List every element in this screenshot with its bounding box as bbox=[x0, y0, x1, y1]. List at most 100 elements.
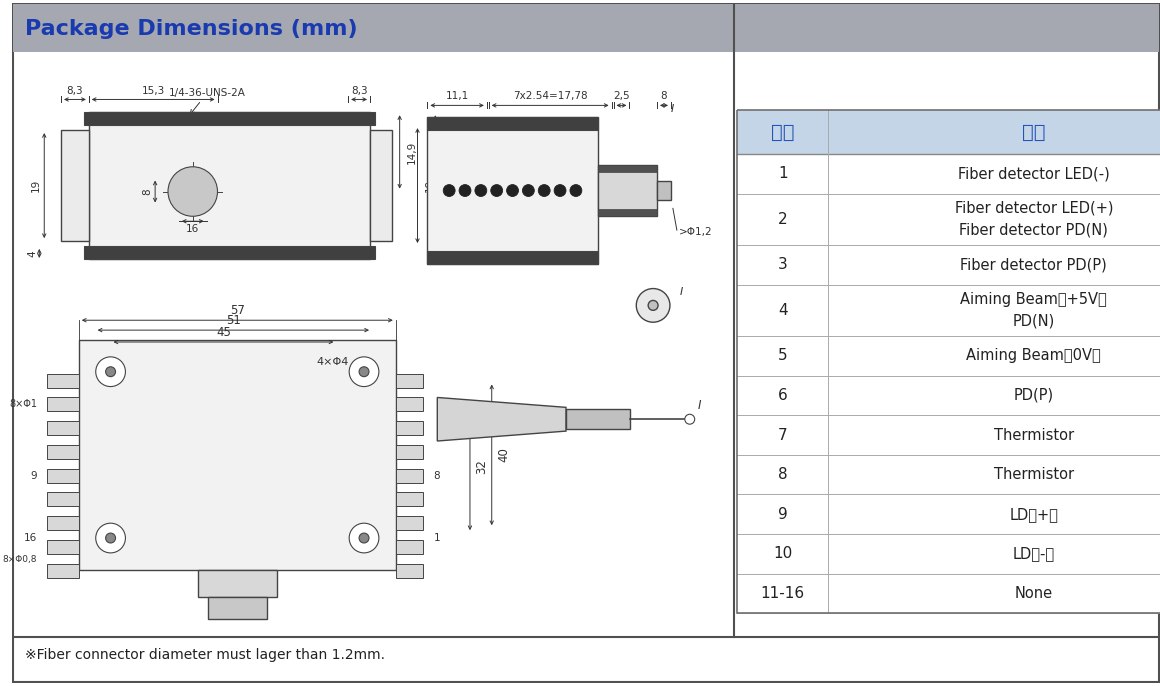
Text: 1: 1 bbox=[434, 533, 440, 543]
Bar bbox=[738, 336, 1160, 376]
Circle shape bbox=[538, 185, 550, 196]
Text: None: None bbox=[1015, 586, 1053, 601]
Text: I: I bbox=[680, 287, 682, 296]
Bar bbox=[597, 165, 657, 216]
Circle shape bbox=[637, 289, 670, 322]
Bar bbox=[89, 113, 370, 259]
Circle shape bbox=[106, 367, 116, 377]
Text: I: I bbox=[698, 399, 702, 412]
Bar bbox=[84, 113, 375, 126]
Bar bbox=[738, 110, 1160, 613]
Text: 4×Φ4: 4×Φ4 bbox=[317, 357, 349, 367]
Text: LD（+）: LD（+） bbox=[1009, 507, 1058, 522]
Text: 8,3: 8,3 bbox=[66, 86, 84, 95]
Text: 8: 8 bbox=[143, 188, 152, 195]
Text: 22,1: 22,1 bbox=[442, 174, 452, 197]
Text: 19: 19 bbox=[30, 179, 41, 192]
Bar bbox=[48, 564, 79, 578]
Text: ※Fiber connector diameter must lager than 1.2mm.: ※Fiber connector diameter must lager tha… bbox=[26, 648, 385, 662]
Bar bbox=[48, 493, 79, 506]
Bar bbox=[738, 495, 1160, 534]
Text: Aiming Beam（+5V）: Aiming Beam（+5V） bbox=[960, 292, 1107, 307]
Bar bbox=[396, 564, 423, 578]
Bar bbox=[396, 374, 423, 388]
Bar bbox=[597, 165, 657, 172]
Text: 14,9: 14,9 bbox=[406, 141, 416, 163]
Text: Fiber detector LED(+): Fiber detector LED(+) bbox=[955, 201, 1114, 216]
Circle shape bbox=[554, 185, 566, 196]
Text: Fiber detector LED(-): Fiber detector LED(-) bbox=[958, 166, 1110, 181]
Text: Aiming Beam（0V）: Aiming Beam（0V） bbox=[966, 348, 1101, 364]
Text: 11,1: 11,1 bbox=[445, 91, 469, 102]
Bar bbox=[427, 251, 597, 264]
Text: 8: 8 bbox=[661, 91, 667, 102]
Bar bbox=[48, 445, 79, 459]
Text: PD(P): PD(P) bbox=[1014, 388, 1053, 403]
Circle shape bbox=[459, 185, 471, 196]
Circle shape bbox=[349, 523, 379, 553]
Text: 7: 7 bbox=[778, 427, 788, 442]
Bar bbox=[738, 415, 1160, 455]
Text: 功能: 功能 bbox=[1022, 123, 1045, 141]
Text: 51: 51 bbox=[226, 314, 241, 327]
Text: LD（-）: LD（-） bbox=[1013, 546, 1054, 561]
Bar bbox=[738, 534, 1160, 573]
Bar bbox=[396, 469, 423, 482]
Text: 7x2.54=17,78: 7x2.54=17,78 bbox=[513, 91, 587, 102]
Text: Package Dimensions (mm): Package Dimensions (mm) bbox=[26, 19, 358, 39]
Text: 10: 10 bbox=[774, 546, 792, 561]
Circle shape bbox=[360, 367, 369, 377]
Text: 2,5: 2,5 bbox=[614, 91, 630, 102]
Bar bbox=[396, 493, 423, 506]
Text: 8×Φ1: 8×Φ1 bbox=[9, 399, 37, 410]
Text: 6: 6 bbox=[778, 388, 788, 403]
Text: 57: 57 bbox=[230, 304, 245, 317]
Text: 4: 4 bbox=[28, 250, 37, 257]
Bar bbox=[738, 110, 1160, 154]
Text: 19: 19 bbox=[425, 179, 434, 192]
Bar bbox=[738, 193, 1160, 245]
Circle shape bbox=[474, 185, 487, 196]
Bar bbox=[48, 469, 79, 482]
Text: >Φ1,2: >Φ1,2 bbox=[679, 227, 712, 237]
Circle shape bbox=[648, 300, 658, 310]
Circle shape bbox=[491, 185, 502, 196]
Text: 8,3: 8,3 bbox=[350, 86, 368, 95]
Bar bbox=[396, 421, 423, 435]
Circle shape bbox=[522, 185, 535, 196]
Circle shape bbox=[443, 185, 455, 196]
Text: 16: 16 bbox=[24, 533, 37, 543]
Text: 3: 3 bbox=[778, 257, 788, 272]
Circle shape bbox=[168, 167, 218, 216]
Bar bbox=[396, 397, 423, 412]
Text: 1/4-36-UNS-2A: 1/4-36-UNS-2A bbox=[169, 88, 246, 115]
Bar bbox=[738, 455, 1160, 495]
Text: Fiber detector PD(N): Fiber detector PD(N) bbox=[959, 223, 1108, 237]
Text: 2: 2 bbox=[778, 212, 788, 227]
Bar bbox=[370, 130, 392, 241]
Bar bbox=[738, 285, 1160, 336]
Circle shape bbox=[570, 185, 582, 196]
Bar bbox=[738, 154, 1160, 193]
Bar bbox=[61, 130, 89, 241]
Text: 9: 9 bbox=[30, 471, 37, 481]
Circle shape bbox=[360, 533, 369, 543]
Text: 15,3: 15,3 bbox=[142, 86, 165, 95]
Text: Fiber detector PD(P): Fiber detector PD(P) bbox=[960, 257, 1107, 272]
Bar bbox=[396, 445, 423, 459]
Bar bbox=[396, 540, 423, 554]
Bar bbox=[396, 517, 423, 530]
Bar bbox=[566, 410, 630, 429]
Bar bbox=[48, 397, 79, 412]
Text: 9: 9 bbox=[778, 507, 788, 522]
Circle shape bbox=[96, 523, 125, 553]
Circle shape bbox=[106, 533, 116, 543]
Text: Thermistor: Thermistor bbox=[994, 467, 1074, 482]
Text: 8: 8 bbox=[778, 467, 788, 482]
Bar bbox=[197, 569, 277, 598]
Bar bbox=[597, 209, 657, 216]
Bar bbox=[79, 340, 396, 569]
Circle shape bbox=[349, 357, 379, 386]
Bar bbox=[738, 573, 1160, 613]
Text: 8: 8 bbox=[434, 471, 440, 481]
